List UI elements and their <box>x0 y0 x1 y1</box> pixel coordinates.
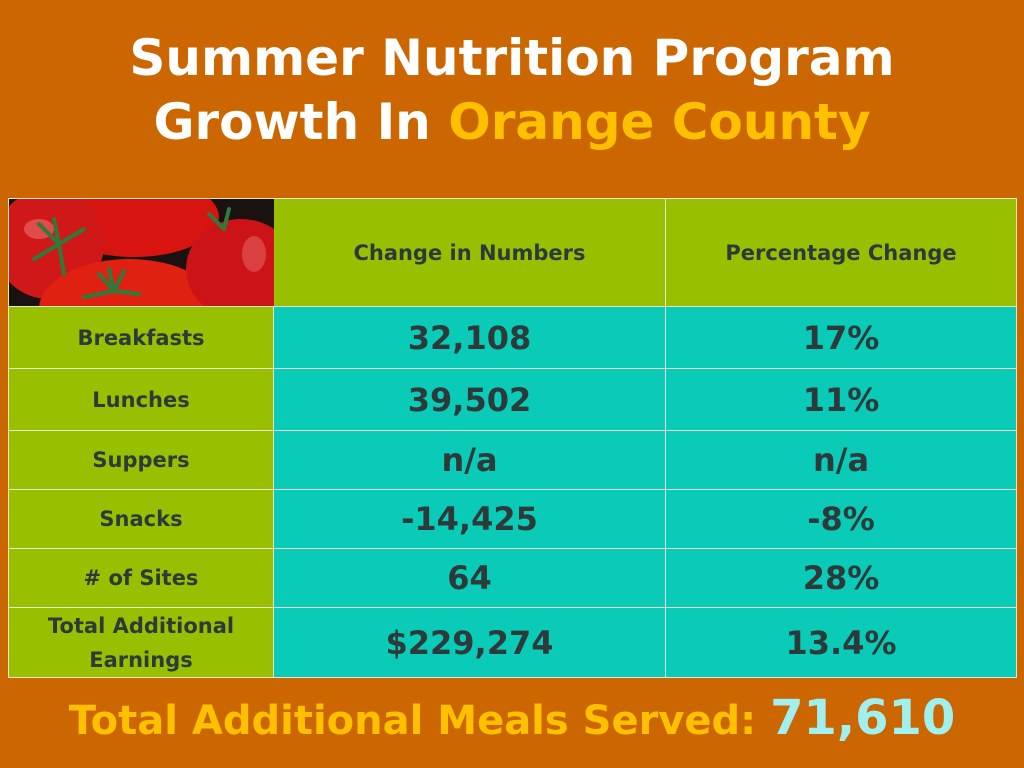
header-percentage-change: Percentage Change <box>665 198 1017 307</box>
slide-title: Summer Nutrition Program Growth In Orang… <box>0 26 1024 154</box>
table-row: Breakfasts 32,108 17% <box>8 306 1017 369</box>
row-label: Snacks <box>8 489 274 549</box>
row-label: Breakfasts <box>8 306 274 369</box>
table-row: Total Additional Earnings $229,274 13.4% <box>8 607 1017 678</box>
table-row: # of Sites 64 28% <box>8 548 1017 608</box>
table-row: Snacks -14,425 -8% <box>8 489 1017 549</box>
table-row: Suppers n/a n/a <box>8 430 1017 490</box>
percent-cell: 13.4% <box>665 607 1017 678</box>
row-label: Lunches <box>8 368 274 431</box>
row-label: # of Sites <box>8 548 274 608</box>
title-line-2: Growth In Orange County <box>0 90 1024 154</box>
row-label: Total Additional Earnings <box>8 607 274 678</box>
title-highlight: Orange County <box>448 93 871 151</box>
total-meals-label: Total Additional Meals Served: <box>68 698 771 744</box>
percent-cell: 17% <box>665 306 1017 369</box>
number-cell: 32,108 <box>273 306 666 369</box>
title-line-1: Summer Nutrition Program <box>129 29 895 87</box>
table-row: Lunches 39,502 11% <box>8 368 1017 431</box>
number-cell: n/a <box>273 430 666 490</box>
header-change-in-numbers: Change in Numbers <box>273 198 666 307</box>
number-cell: 64 <box>273 548 666 608</box>
percent-cell: -8% <box>665 489 1017 549</box>
percent-cell: 11% <box>665 368 1017 431</box>
total-meals-value: 71,610 <box>770 690 956 746</box>
percent-cell: 28% <box>665 548 1017 608</box>
header-row: Change in Numbers Percentage Change <box>8 198 1017 307</box>
number-cell: -14,425 <box>273 489 666 549</box>
tomatoes-photo-icon <box>8 198 274 307</box>
percent-cell: n/a <box>665 430 1017 490</box>
row-label: Suppers <box>8 430 274 490</box>
growth-table: Change in Numbers Percentage Change Brea… <box>8 198 1017 678</box>
number-cell: $229,274 <box>273 607 666 678</box>
number-cell: 39,502 <box>273 368 666 431</box>
title-prefix: Growth In <box>153 93 449 151</box>
total-meals-summary: Total Additional Meals Served: 71,610 <box>0 688 1024 751</box>
